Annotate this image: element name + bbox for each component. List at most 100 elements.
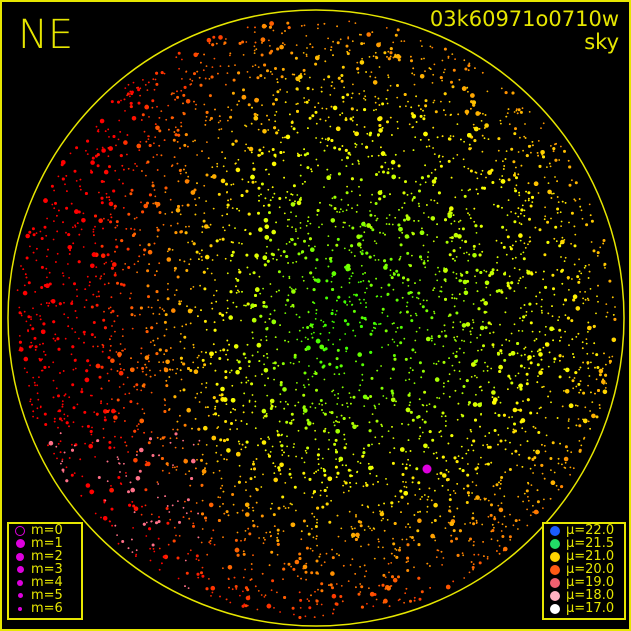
star [241,40,245,44]
star [263,204,265,207]
star [348,281,351,284]
star [465,322,471,327]
star [472,522,476,526]
star [227,106,230,109]
star [525,382,529,386]
star [518,268,521,271]
star [470,430,473,433]
star [477,553,480,556]
star [188,470,191,473]
star [303,239,306,243]
star [175,372,178,375]
star [461,552,464,555]
star [214,412,218,416]
star [242,88,245,92]
star [535,295,538,298]
star [341,404,344,406]
star [342,221,345,224]
star [452,68,456,72]
star [306,166,310,170]
star [90,305,94,309]
star [264,168,267,171]
star [310,170,313,173]
star [452,271,455,274]
star [514,519,518,523]
star [288,275,291,278]
star [369,213,373,217]
star [225,353,228,356]
star [113,415,118,420]
star [205,115,208,118]
star [316,603,318,606]
star [262,301,266,304]
star [404,180,407,184]
star [445,460,448,462]
star [531,141,534,143]
star [90,333,94,337]
star [201,566,204,569]
star [472,103,476,107]
star [205,173,209,177]
star [389,47,393,51]
star [371,193,373,196]
star [285,420,289,424]
star [361,373,364,376]
star [544,450,547,453]
star [580,272,583,275]
star [368,133,372,137]
star [333,394,336,396]
star [68,457,71,459]
star [185,269,189,272]
star [433,99,436,102]
star [321,365,325,369]
star [371,329,374,332]
star [514,212,517,215]
star [204,516,208,520]
star [250,174,255,180]
star [38,357,41,360]
star [454,58,456,60]
star [141,408,144,411]
star [347,267,351,271]
star [357,352,363,357]
star [322,348,326,352]
star [450,222,453,225]
star [131,327,134,330]
star [506,427,509,430]
star [76,403,79,406]
star [107,128,110,131]
star [209,244,213,248]
star [363,97,365,100]
star [372,55,375,58]
star [525,372,529,376]
star [404,466,408,470]
star [61,458,64,461]
star [92,345,95,348]
star [410,536,414,539]
star [152,339,155,342]
star [196,182,198,185]
star [501,523,504,526]
star [451,293,454,296]
star [433,199,436,202]
star [518,384,520,387]
star [254,400,257,403]
star [359,302,362,304]
star [117,138,120,141]
star [209,223,212,226]
star [314,267,317,269]
star [525,311,528,313]
star [130,227,133,230]
star [410,59,413,63]
star [469,341,472,344]
star [274,114,276,116]
star [560,336,562,339]
star [234,227,236,230]
star [149,341,152,344]
star [204,119,207,122]
star [315,338,321,344]
star [58,302,62,306]
star [587,367,590,370]
star [244,568,247,571]
star [434,539,437,542]
